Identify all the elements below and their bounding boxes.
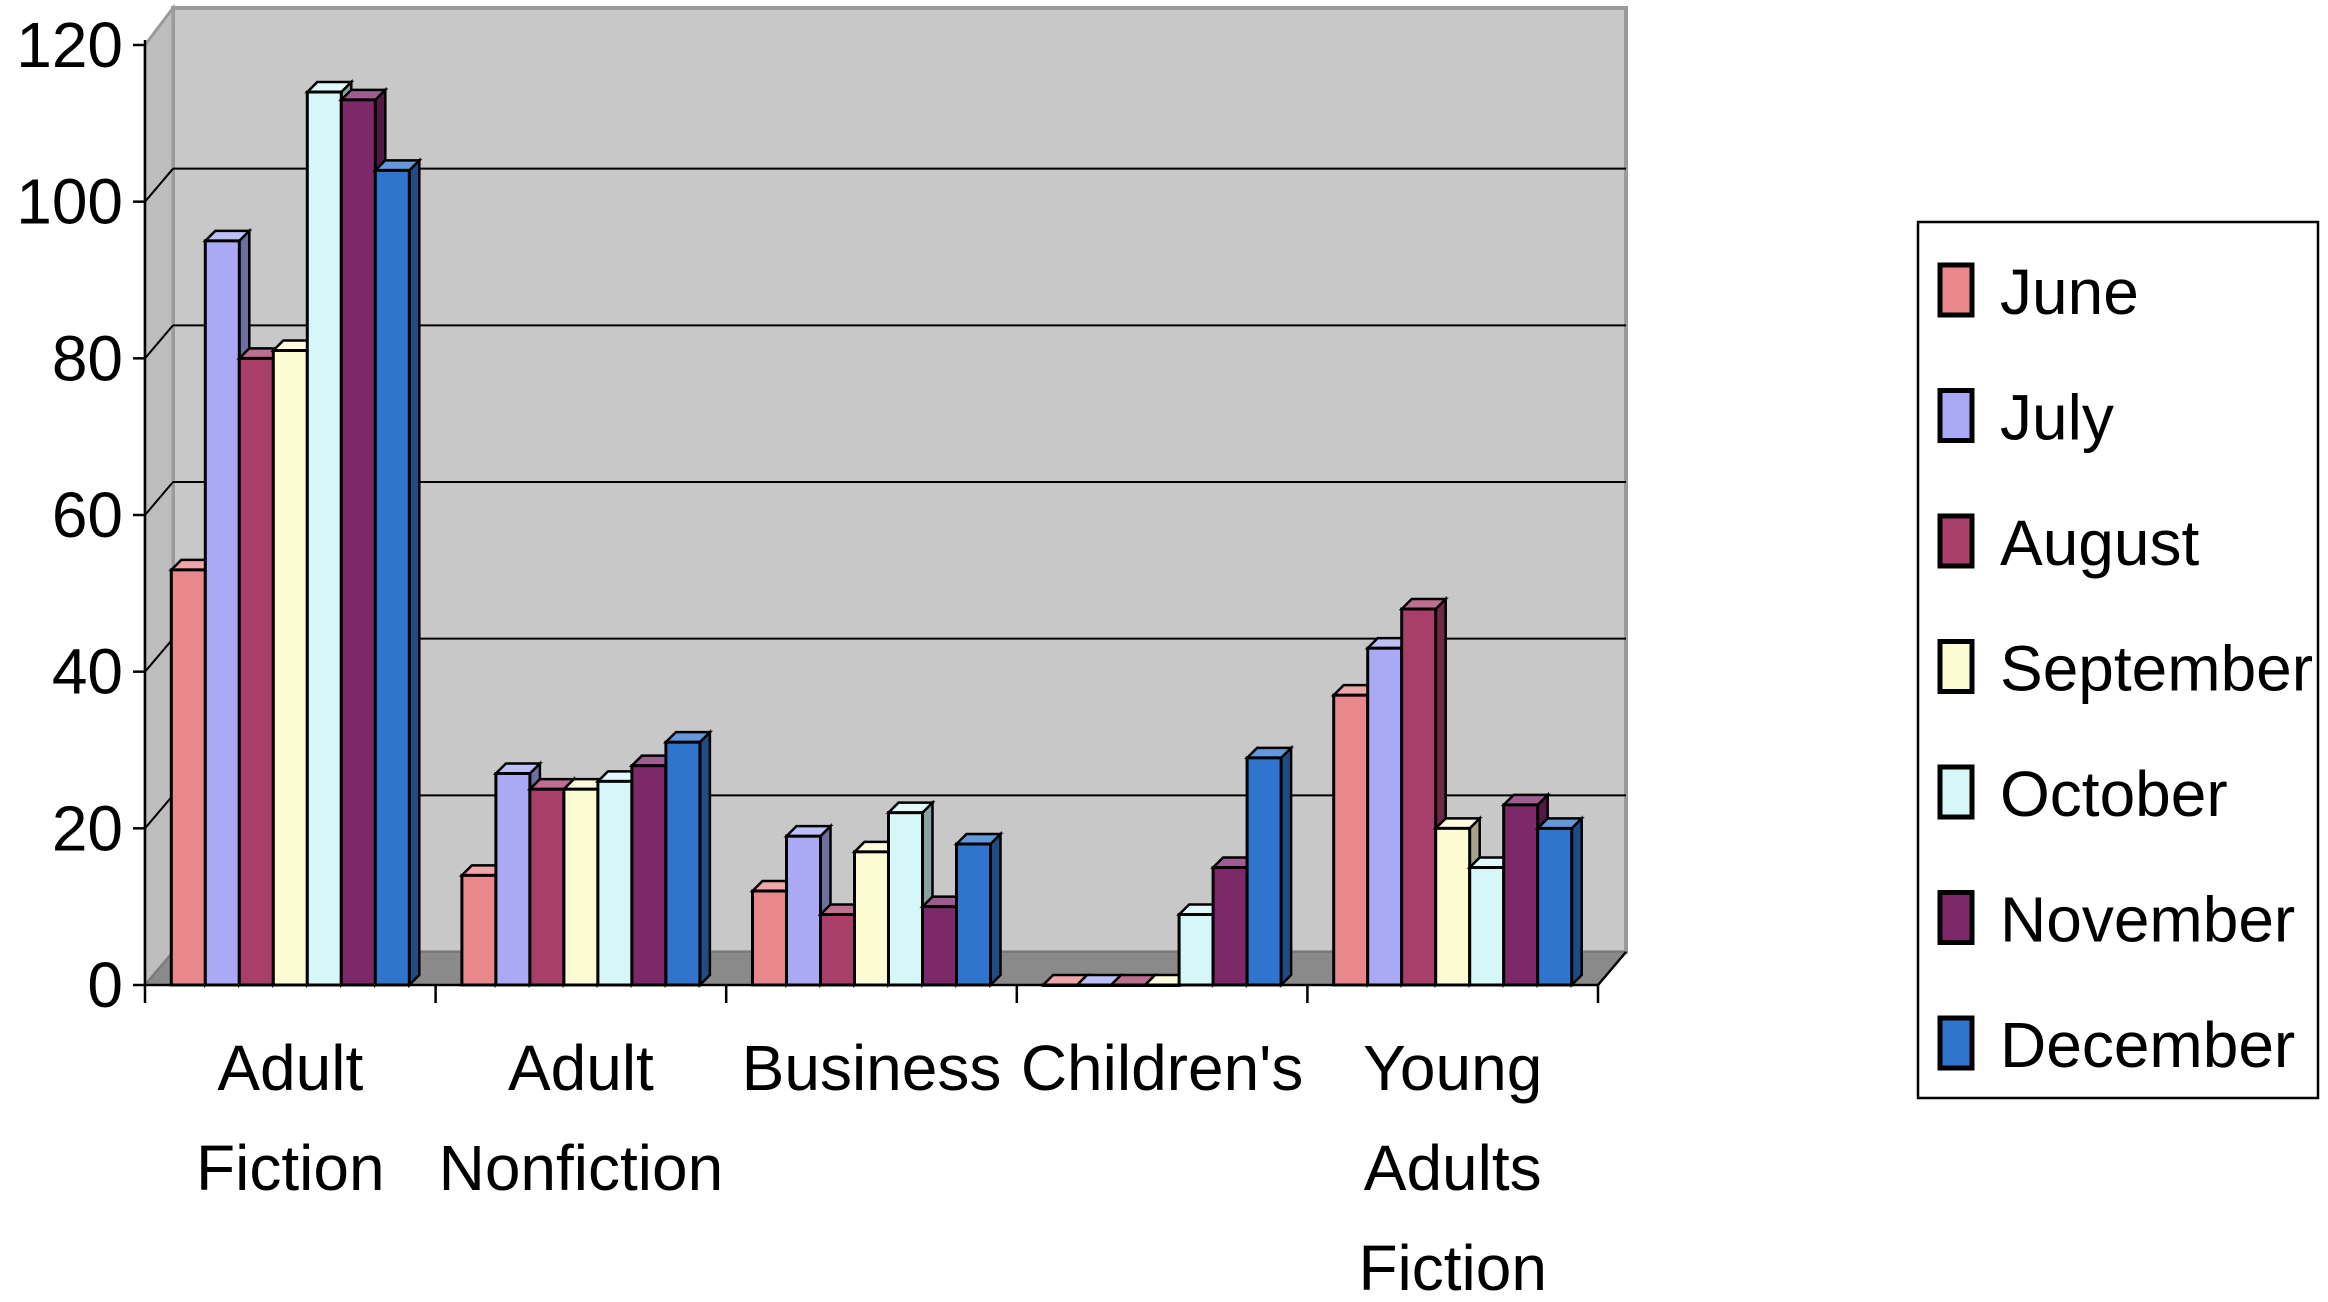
- gridline-side: [144, 324, 174, 359]
- bar-front: [955, 842, 992, 987]
- bar-front: [630, 764, 668, 987]
- legend-label: December: [2000, 1009, 2295, 1081]
- axes: 0 20 40 60 80 100 120 Adult Fiction Adult Nonficti…: [16, 9, 1627, 1302]
- bar-front: [887, 811, 924, 987]
- x-tick-label-line: Adult: [508, 1032, 654, 1104]
- bar-front: [751, 889, 788, 987]
- x-tick-label-line: Children's: [1021, 1032, 1304, 1104]
- x-tick-label: Young Adults Fiction: [1358, 1032, 1547, 1302]
- x-tick-label: Business: [742, 1032, 1002, 1104]
- x-tick-label-line: Adult: [217, 1032, 363, 1104]
- bar-front: [373, 168, 411, 987]
- bar-front: [785, 834, 822, 987]
- x-tick-label-line: Adults: [1364, 1132, 1542, 1204]
- bar-front: [528, 787, 566, 987]
- legend-swatch: [1937, 513, 1975, 569]
- bars: [168, 78, 1585, 989]
- legend-label: September: [2000, 633, 2313, 705]
- y-tick-label: 100: [16, 166, 123, 238]
- legend-label: July: [2000, 382, 2114, 454]
- x-tick-label-line: Fiction: [1358, 1232, 1547, 1302]
- bar-front: [1536, 826, 1574, 987]
- bar-front: [237, 356, 275, 987]
- x-tick-label: Children's: [1021, 1032, 1304, 1104]
- y-tick-label: 120: [16, 9, 123, 81]
- y-tick-label: 40: [52, 636, 123, 708]
- bar: [372, 157, 423, 989]
- bar-front: [1502, 803, 1540, 987]
- legend-swatch: [1937, 639, 1975, 694]
- y-tick-label: 20: [52, 792, 123, 864]
- bar: [885, 799, 936, 989]
- x-tick-label-line: Nonfiction: [439, 1132, 724, 1204]
- bar: [662, 729, 713, 989]
- bar-front: [921, 905, 958, 987]
- bar-front: [203, 239, 241, 987]
- x-tick-label-line: Business: [742, 1032, 1002, 1104]
- gridline-side: [144, 638, 174, 673]
- legend-label: October: [2000, 758, 2228, 830]
- y-tick-label: 0: [87, 949, 123, 1021]
- bar-front: [460, 873, 498, 987]
- y-tick-label: 80: [52, 322, 123, 394]
- bar-front: [1332, 693, 1370, 987]
- plot-side-wall: [143, 3, 175, 990]
- legend-label: November: [2000, 884, 2295, 956]
- bar-front: [305, 90, 343, 987]
- gridline-side: [144, 481, 174, 516]
- bar: [1534, 815, 1585, 989]
- bar-front: [494, 772, 532, 987]
- bar-front: [1468, 866, 1506, 987]
- legend-swatch: [1937, 1015, 1975, 1071]
- y-tick-label: 60: [52, 479, 123, 551]
- bar-front: [664, 740, 702, 987]
- bar-front: [1245, 756, 1283, 987]
- bar-front: [596, 779, 634, 987]
- legend-swatch: [1937, 764, 1975, 820]
- bar-front: [562, 787, 600, 987]
- legend-swatch: [1937, 388, 1975, 443]
- gridline-side: [144, 794, 174, 829]
- legend-swatch: [1937, 262, 1975, 318]
- bar-front: [1366, 646, 1404, 987]
- x-tick-label: Adult Nonfiction: [439, 1032, 724, 1204]
- x-tick-label: Adult Fiction: [196, 1032, 385, 1204]
- gridline-side: [144, 168, 174, 203]
- bar-front: [169, 568, 207, 987]
- bar-front: [339, 98, 377, 987]
- bar-front: [1434, 826, 1472, 987]
- legend-swatch: [1937, 890, 1975, 945]
- x-tick-label-line: Fiction: [196, 1132, 385, 1204]
- x-tick-label-line: Young: [1363, 1032, 1542, 1104]
- x-axis-depth-line: [1597, 951, 1627, 986]
- bar-front: [819, 913, 856, 987]
- bar-front: [1211, 866, 1249, 987]
- bar-front: [271, 349, 309, 987]
- bar-front: [853, 850, 890, 987]
- bar-front: [1400, 607, 1438, 987]
- bar: [1244, 744, 1295, 989]
- legend-label: June: [2000, 256, 2139, 328]
- legend-box: [1916, 220, 2320, 1100]
- bar: [953, 830, 1004, 989]
- legend-label: August: [2000, 507, 2199, 579]
- bar-front: [1177, 913, 1215, 987]
- legend: June July August September October November De…: [1916, 220, 2320, 1100]
